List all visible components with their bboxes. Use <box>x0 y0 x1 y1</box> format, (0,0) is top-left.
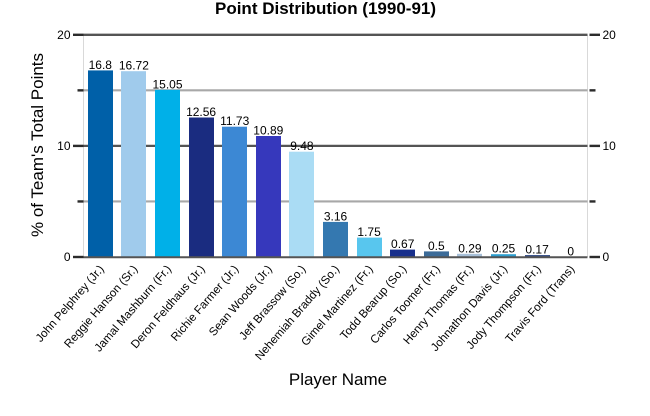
svg-text:0.25: 0.25 <box>492 242 516 256</box>
svg-text:0: 0 <box>567 245 574 259</box>
svg-text:20: 20 <box>57 28 71 42</box>
svg-text:16.8: 16.8 <box>89 58 113 72</box>
svg-text:0.5: 0.5 <box>428 239 445 253</box>
svg-text:% of Team's Total Points: % of Team's Total Points <box>28 53 47 237</box>
svg-text:Point Distribution (1990-91): Point Distribution (1990-91) <box>215 0 436 18</box>
svg-text:0.67: 0.67 <box>391 237 415 251</box>
svg-text:10: 10 <box>603 139 617 153</box>
svg-text:15.05: 15.05 <box>152 77 182 91</box>
svg-text:0.17: 0.17 <box>525 243 549 257</box>
svg-text:12.56: 12.56 <box>186 105 216 119</box>
svg-text:3.16: 3.16 <box>324 209 348 223</box>
svg-text:0: 0 <box>603 250 610 264</box>
svg-text:20: 20 <box>603 28 617 42</box>
svg-text:10: 10 <box>57 139 71 153</box>
svg-text:11.73: 11.73 <box>220 114 249 128</box>
svg-text:0.29: 0.29 <box>458 241 482 255</box>
svg-text:10.89: 10.89 <box>253 124 283 138</box>
svg-text:9.48: 9.48 <box>290 139 314 153</box>
svg-text:16.72: 16.72 <box>119 59 149 73</box>
svg-text:0: 0 <box>64 250 71 264</box>
svg-text:1.75: 1.75 <box>357 225 381 239</box>
svg-text:Player Name: Player Name <box>289 370 387 389</box>
